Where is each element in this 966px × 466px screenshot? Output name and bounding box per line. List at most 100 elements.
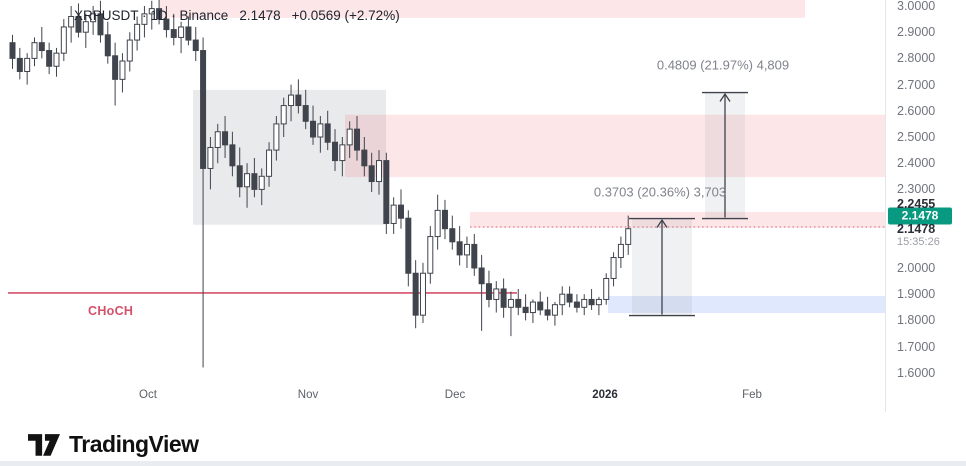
supply-zone-top[interactable]	[160, 0, 805, 18]
candle-body	[229, 144, 236, 167]
candle-body	[31, 42, 38, 59]
candle-body	[376, 160, 382, 183]
arrow-up-icon	[719, 92, 731, 102]
candle-body	[156, 8, 163, 20]
candle-body	[200, 50, 207, 169]
candle-body	[258, 175, 265, 190]
candle-body	[463, 243, 470, 256]
legend-price-change: +0.0569 (+2.72%)	[291, 8, 400, 23]
candle-body	[346, 128, 353, 146]
candle-body	[361, 149, 368, 167]
price-tick: 1.9000	[897, 287, 936, 302]
candle-body	[588, 298, 595, 306]
candle-body	[82, 21, 89, 33]
candle-body	[119, 60, 126, 80]
candle-body	[192, 39, 199, 52]
candle-body	[617, 243, 624, 259]
candle-body	[390, 204, 397, 224]
candle-body	[141, 13, 148, 25]
price-tick: 2.4000	[897, 156, 936, 171]
legend-last-price: 2.1478	[239, 8, 281, 23]
price-tick: 2.0000	[897, 261, 936, 275]
candle-body	[251, 173, 258, 190]
candle-body	[449, 228, 456, 243]
candle-body	[9, 42, 16, 59]
candle-body	[427, 236, 434, 274]
candle-body	[16, 57, 23, 73]
candle-body	[214, 131, 221, 148]
candle-body	[485, 283, 492, 300]
chart-area[interactable]: XRPUSDT · 1D · Binance 2.1478 +0.0569 (+2.…	[0, 0, 885, 412]
candle-body	[471, 243, 478, 269]
bottom-bar	[0, 461, 966, 466]
time-tick-oct: Oct	[139, 389, 157, 401]
candle-body	[170, 29, 177, 38]
tradingview-logo-text: TradingView	[69, 431, 199, 457]
price-tick: 2.3000	[897, 182, 936, 197]
tradingview-logo-icon	[28, 434, 60, 456]
supply-zone-mid[interactable]	[345, 114, 885, 178]
candle-body	[24, 57, 31, 73]
demand-zone[interactable]	[608, 296, 885, 314]
tradingview-branding[interactable]: TradingView	[28, 431, 199, 458]
candle-body	[112, 55, 119, 80]
candle-body	[603, 277, 610, 300]
candle-body	[515, 298, 522, 308]
candle-body	[178, 26, 185, 38]
price-tick: 2.6000	[897, 103, 936, 118]
last-price-badge: 2.1478	[888, 207, 952, 225]
candle-body	[60, 26, 67, 54]
candle-body	[522, 306, 529, 314]
candle-body	[595, 298, 602, 306]
candle-body	[68, 15, 75, 28]
candle-body	[266, 149, 273, 177]
candle-body	[38, 42, 45, 52]
candle-body	[75, 15, 82, 33]
candle-body	[551, 304, 558, 316]
candle-body	[354, 128, 361, 151]
candle-body	[126, 39, 133, 62]
candle-body	[478, 267, 485, 285]
candle-body	[493, 288, 500, 300]
candle-body	[456, 241, 463, 256]
candle-body	[302, 105, 309, 122]
candle-body	[405, 217, 412, 274]
price-range-label-upper: 0.4809 (21.97%) 4,809	[656, 57, 790, 73]
candle-body	[412, 272, 419, 316]
time-tick-2026: 2026	[592, 389, 618, 401]
price-level-label: 2.2455	[897, 196, 936, 211]
candle-body	[295, 94, 302, 107]
candle-body	[559, 293, 566, 306]
candle-body	[280, 105, 287, 125]
candle-body	[324, 123, 331, 143]
arrow-up-icon	[656, 218, 668, 228]
price-tick: 2.8000	[897, 51, 936, 66]
candle-body	[104, 34, 111, 57]
candle-body	[222, 131, 229, 146]
candlestick-chart[interactable]	[0, 0, 885, 412]
candle-body	[500, 288, 507, 308]
symbol-legend: XRPUSDT · 1D · Binance 2.1478 +0.0569 (+2.…	[74, 8, 411, 23]
candle-body	[544, 309, 551, 316]
candle-body	[53, 52, 60, 67]
candle-body	[625, 228, 632, 245]
price-range-label-lower: 0.3703 (20.36%) 3,703	[593, 184, 727, 200]
supply-zone-low[interactable]	[470, 211, 885, 228]
candle-body	[368, 165, 375, 183]
symbol-title[interactable]: XRPUSDT · 1D · Binance	[74, 8, 229, 23]
candle-body	[207, 146, 214, 169]
price-axis[interactable]: 2.1478 15:35:26 3.0000 2.9000 2.8000 2.7000…	[885, 0, 966, 412]
price-tick: 2.5000	[897, 130, 936, 144]
candle-body	[148, 8, 155, 15]
time-axis[interactable]: Oct Nov Dec 2026 Feb	[0, 383, 885, 411]
price-tick: 1.6000	[897, 365, 936, 380]
time-tick-feb: Feb	[742, 389, 762, 401]
candle-body	[581, 298, 588, 308]
price-tick: 3.0000	[897, 0, 936, 13]
candle-body	[288, 94, 295, 107]
price-tick: 2.7000	[897, 77, 936, 92]
candle-body	[529, 301, 536, 314]
candle-body	[163, 18, 170, 31]
candle-body	[332, 141, 339, 162]
time-tick-nov: Nov	[297, 389, 319, 401]
